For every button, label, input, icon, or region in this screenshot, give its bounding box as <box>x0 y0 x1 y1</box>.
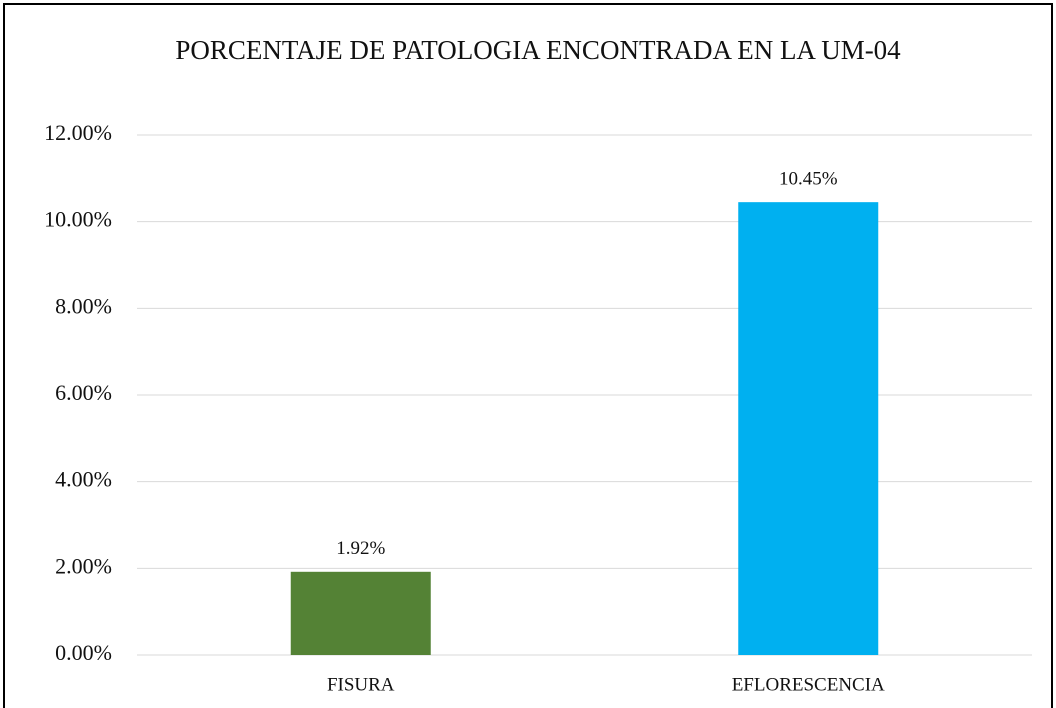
y-tick-label: 8.00% <box>55 293 112 318</box>
y-tick-label: 10.00% <box>44 207 112 232</box>
data-label: 10.45% <box>779 169 838 190</box>
y-tick-label: 12.00% <box>44 120 112 145</box>
frame <box>3 3 1053 708</box>
x-tick-label: FISURA <box>327 674 395 695</box>
bar <box>290 571 431 655</box>
y-tick-label: 0.00% <box>55 640 112 665</box>
y-tick-label: 2.00% <box>55 553 112 578</box>
y-tick-label: 4.00% <box>55 467 112 492</box>
chart-title: PORCENTAJE DE PATOLOGIA ENCONTRADA EN LA… <box>175 35 901 65</box>
y-tick-label: 6.00% <box>55 380 112 405</box>
x-tick-label: EFLORESCENCIA <box>732 674 885 695</box>
bar <box>738 202 879 655</box>
data-label: 1.92% <box>336 538 385 559</box>
